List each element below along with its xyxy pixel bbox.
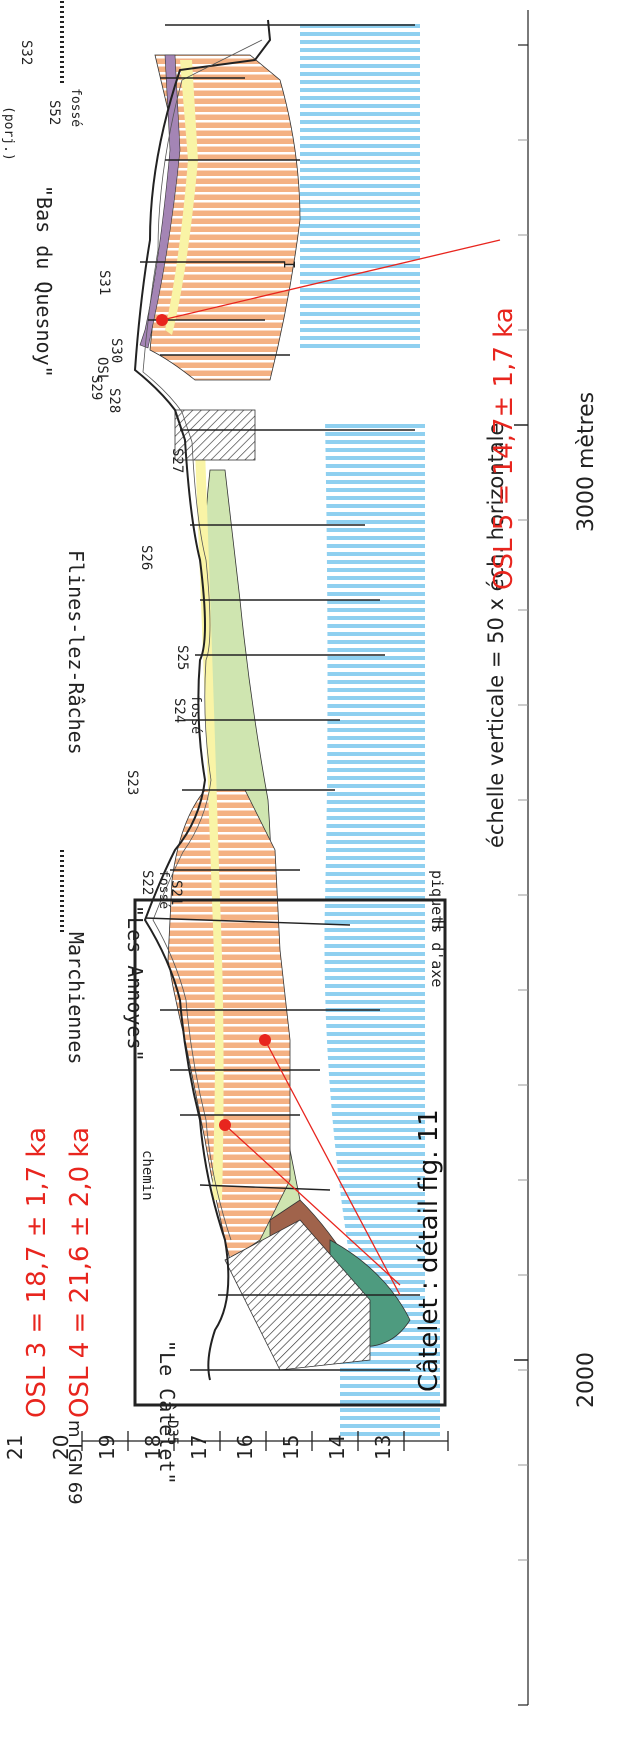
elevation-axis bbox=[81, 1431, 449, 1451]
water-zone bbox=[300, 20, 420, 350]
sounding-d35: D35 bbox=[164, 1420, 180, 1445]
elev-18: 18 bbox=[141, 1435, 165, 1460]
hatched-zone bbox=[174, 409, 256, 461]
sounding-s28: S28 bbox=[106, 388, 122, 413]
label-fosse-2: fossé bbox=[188, 695, 203, 734]
water-zone bbox=[324, 420, 425, 1320]
osl5-sample-point bbox=[156, 314, 168, 326]
sounding-s24: S24 bbox=[171, 698, 187, 723]
sounding-s31: S31 bbox=[96, 270, 112, 295]
sounding-s26: S26 bbox=[138, 545, 154, 570]
osl4-leader bbox=[264, 1039, 401, 1296]
elev-17: 17 bbox=[187, 1435, 211, 1460]
yellow-layer bbox=[195, 450, 224, 1200]
label-porj: (porj.) bbox=[1, 106, 16, 161]
sounding-s30: S30 bbox=[108, 338, 124, 363]
ground-surface-inner bbox=[142, 39, 263, 1241]
place-le-catelet: "Le Câtelet" bbox=[155, 1340, 179, 1485]
place-les-annoyes: "Les Annoyes" bbox=[123, 905, 147, 1062]
sounding-s32: S32 bbox=[18, 40, 34, 65]
osl4-label: OSL 4 = 21,6 ± 2,0 ka bbox=[65, 1127, 95, 1418]
osl5-label: OSL 5 = 14,7± 1,7 ka bbox=[489, 307, 519, 590]
label-fosse-1: fossé bbox=[156, 870, 171, 909]
sounding-labels: D35 S21 S22 S23 S24 S25 S26 S27 S28 S29 … bbox=[18, 40, 190, 1445]
elevation-labels: 21 20 19 18 17 16 15 14 13 bbox=[3, 1435, 395, 1460]
purple-layer bbox=[139, 54, 181, 349]
scale-note: échelle verticale = 50 x éch. horizontal… bbox=[484, 423, 508, 848]
loess-catelet bbox=[167, 789, 291, 1261]
sounding-lines bbox=[140, 24, 420, 1371]
distance-axis bbox=[518, 10, 529, 1706]
detail-frame bbox=[133, 898, 447, 1407]
elevation-unit: m IGN 69 bbox=[64, 1420, 85, 1505]
elev-14: 14 bbox=[325, 1435, 349, 1460]
label-piquets: piquets d'axe bbox=[428, 870, 446, 987]
osl3-sample-point bbox=[219, 1119, 231, 1131]
sounding-s52: S52 bbox=[46, 100, 62, 125]
sounding-s22: S22 bbox=[139, 870, 155, 895]
place-flines: Flines-lez-Râches bbox=[64, 550, 88, 755]
osl3-leader bbox=[224, 1124, 401, 1286]
place-marchiennes: Marchiennes bbox=[64, 932, 88, 1064]
sounding-s25: S25 bbox=[174, 645, 190, 670]
osl5-leader bbox=[161, 239, 501, 321]
distance-grid-ticks bbox=[518, 139, 528, 1561]
label-piquet-h: H bbox=[429, 920, 447, 929]
elev-20: 20 bbox=[49, 1435, 73, 1460]
distance-3000: 3000 mètres bbox=[574, 392, 599, 532]
elev-13: 13 bbox=[371, 1435, 395, 1460]
yellow-layer bbox=[165, 60, 198, 335]
elev-21: 21 bbox=[3, 1435, 27, 1460]
elev-16: 16 bbox=[233, 1435, 257, 1460]
elev-19: 19 bbox=[95, 1435, 119, 1460]
sounding-s29: S29 bbox=[88, 375, 104, 400]
osl3-label: OSL 3 = 18,7 ± 1,7 ka bbox=[22, 1127, 52, 1418]
label-piquet-i: I bbox=[280, 260, 298, 269]
sounding-s21: S21 bbox=[168, 880, 184, 905]
label-chemin: chemin bbox=[139, 1150, 155, 1201]
place-bas-du-quesnoy: "Bas du Quesnoy" bbox=[32, 185, 56, 378]
distance-2000: 2000 bbox=[574, 1352, 599, 1408]
sounding-s27: S27 bbox=[169, 448, 185, 473]
detail-box-label: Câtelet : détail fig. 11 bbox=[414, 1109, 444, 1392]
sounding-s23: S23 bbox=[124, 770, 140, 795]
label-fosse-3: fossé bbox=[68, 88, 83, 127]
sounding-osl: OSL bbox=[94, 357, 110, 382]
elev-15: 15 bbox=[279, 1435, 303, 1460]
ground-surface bbox=[133, 19, 272, 1381]
osl4-sample-point bbox=[259, 1034, 271, 1046]
